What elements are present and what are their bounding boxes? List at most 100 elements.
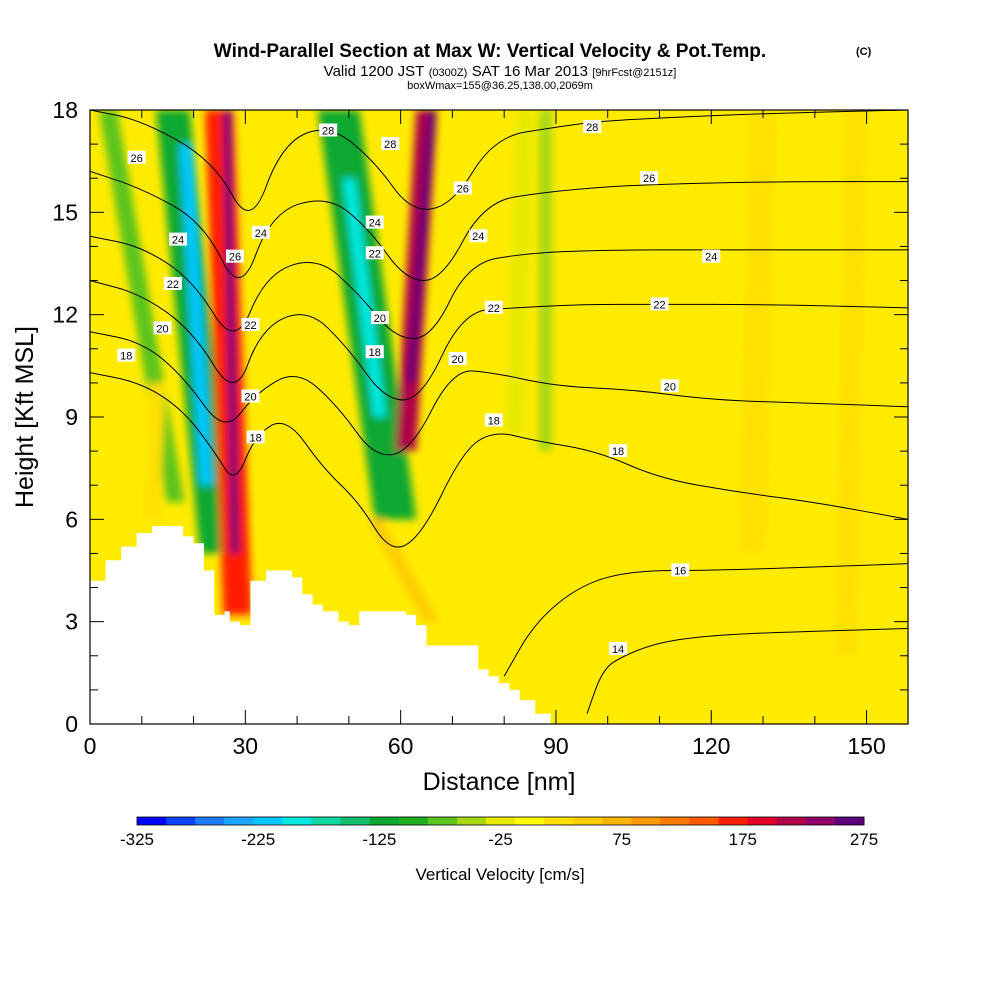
subtitle-forecast: [9hrFcst@2151z] <box>592 67 676 79</box>
contour-label: 28 <box>583 120 602 134</box>
svg-text:24: 24 <box>472 231 484 243</box>
contour-label: 22 <box>484 300 503 315</box>
svg-text:22: 22 <box>488 303 500 315</box>
contour-label: 20 <box>448 352 467 366</box>
contour-label: 18 <box>609 444 628 458</box>
svg-text:20: 20 <box>156 323 168 335</box>
x-tick-label: 120 <box>692 733 730 759</box>
contour-label: 22 <box>241 317 260 332</box>
contour-line-20 <box>90 331 908 456</box>
y-tick-label: 3 <box>65 609 78 635</box>
colorbar-swatch <box>660 817 691 825</box>
colorbar-swatch <box>485 817 516 825</box>
chart-title-mark: (C) <box>856 46 872 58</box>
velocity-band <box>739 110 776 554</box>
contour-label: 14 <box>609 641 628 656</box>
svg-text:24: 24 <box>255 228 267 240</box>
colorbar-swatch <box>340 817 371 825</box>
contour-label: 22 <box>365 246 384 260</box>
velocity-band <box>179 144 213 486</box>
svg-text:18: 18 <box>120 351 132 363</box>
svg-text:20: 20 <box>664 381 676 393</box>
contour-line-22 <box>90 280 908 401</box>
theta-contours <box>90 110 908 714</box>
svg-text:28: 28 <box>384 139 396 151</box>
colorbar-swatch <box>602 817 632 825</box>
x-tick-label: 30 <box>233 733 259 759</box>
contour-label: 24 <box>169 232 188 247</box>
svg-text:24: 24 <box>172 235 184 247</box>
contour-label: 24 <box>365 215 384 230</box>
contour-label: 26 <box>453 181 472 195</box>
svg-text:22: 22 <box>369 248 381 260</box>
svg-text:16: 16 <box>674 566 686 578</box>
colorbar <box>136 816 865 826</box>
contour-label: 24 <box>251 225 270 240</box>
velocity-band <box>407 110 436 383</box>
colorbar-swatch <box>282 817 312 825</box>
svg-text:28: 28 <box>322 125 334 137</box>
contour-label: 18 <box>117 348 136 363</box>
y-tick-label: 0 <box>65 711 78 737</box>
colorbar-tick-label: 275 <box>850 830 878 849</box>
colorbar-swatch <box>456 817 487 825</box>
colorbar-swatch <box>544 817 574 825</box>
colorbar-frame <box>136 816 865 826</box>
contour-label: 26 <box>640 171 659 185</box>
svg-text:20: 20 <box>244 392 256 404</box>
colorbar-swatch <box>137 817 167 825</box>
svg-text:18: 18 <box>250 432 262 444</box>
svg-text:26: 26 <box>643 173 655 185</box>
colorbar-swatch <box>369 817 400 825</box>
contour-label: 22 <box>650 297 669 311</box>
colorbar-swatch <box>776 817 807 825</box>
colorbar-tick-labels: -325 -225 -125 -25 75 175 275 <box>120 830 878 849</box>
velocity-band <box>539 110 553 452</box>
contour-label: 28 <box>319 123 338 137</box>
velocity-band <box>835 110 867 656</box>
svg-text:20: 20 <box>374 313 386 325</box>
svg-text:18: 18 <box>488 415 500 427</box>
contour-label: 18 <box>246 430 265 444</box>
contour-label: 20 <box>370 311 389 325</box>
plot-area: 26 28 28 28 26 26 24 24 24 24 24 26 22 22 22 22 22 20 20 20… <box>90 110 908 724</box>
colorbar-swatch <box>166 817 196 825</box>
contour-line-28 <box>90 110 908 211</box>
colorbar-tick-label: 75 <box>612 830 631 849</box>
chart-subtitle-box: boxWmax=155@36.25,138.00,2069m <box>407 80 593 92</box>
velocity-band <box>505 110 534 435</box>
colorbar-swatch <box>573 817 603 825</box>
contour-label: 20 <box>660 379 679 393</box>
svg-text:22: 22 <box>244 320 256 332</box>
contour-labels: 26 28 28 28 26 26 24 24 24 24 24 26 22 22 22 22 22 20 20 20… <box>117 120 721 656</box>
contour-label: 22 <box>163 276 182 291</box>
svg-text:18: 18 <box>369 347 381 359</box>
subtitle-utc: (0300Z) <box>429 67 468 79</box>
y-tick-label: 6 <box>65 506 78 532</box>
colorbar-tick-label: -125 <box>362 830 396 849</box>
x-tick-label: 150 <box>847 733 885 759</box>
contour-label: 18 <box>484 413 503 427</box>
colorbar-swatch <box>805 817 836 825</box>
subtitle-date: SAT 16 Mar 2013 <box>472 63 588 80</box>
colorbar-swatch <box>747 817 778 825</box>
colorbar-tick-label: -25 <box>488 830 513 849</box>
x-tick-label: 60 <box>388 733 414 759</box>
svg-text:24: 24 <box>369 218 381 230</box>
colorbar-swatch <box>834 817 865 825</box>
contour-label: 18 <box>365 345 384 359</box>
x-tick-label: 90 <box>543 733 569 759</box>
colorbar-swatch <box>253 817 283 825</box>
y-axis: 0 3 6 9 12 15 18 <box>52 97 908 737</box>
velocity-band <box>223 110 239 554</box>
contour-line-26 <box>90 170 908 282</box>
contour-label: 24 <box>702 249 721 264</box>
contour-label: 28 <box>381 137 400 151</box>
chart-subtitle: Valid 1200 JST (0300Z) SAT 16 Mar 2013 [… <box>324 63 677 80</box>
svg-text:22: 22 <box>167 279 179 291</box>
colorbar-swatch <box>515 817 545 825</box>
contour-label: 26 <box>127 150 146 165</box>
contour-label: 20 <box>153 321 172 335</box>
colorbar-tick-label: 175 <box>729 830 757 849</box>
